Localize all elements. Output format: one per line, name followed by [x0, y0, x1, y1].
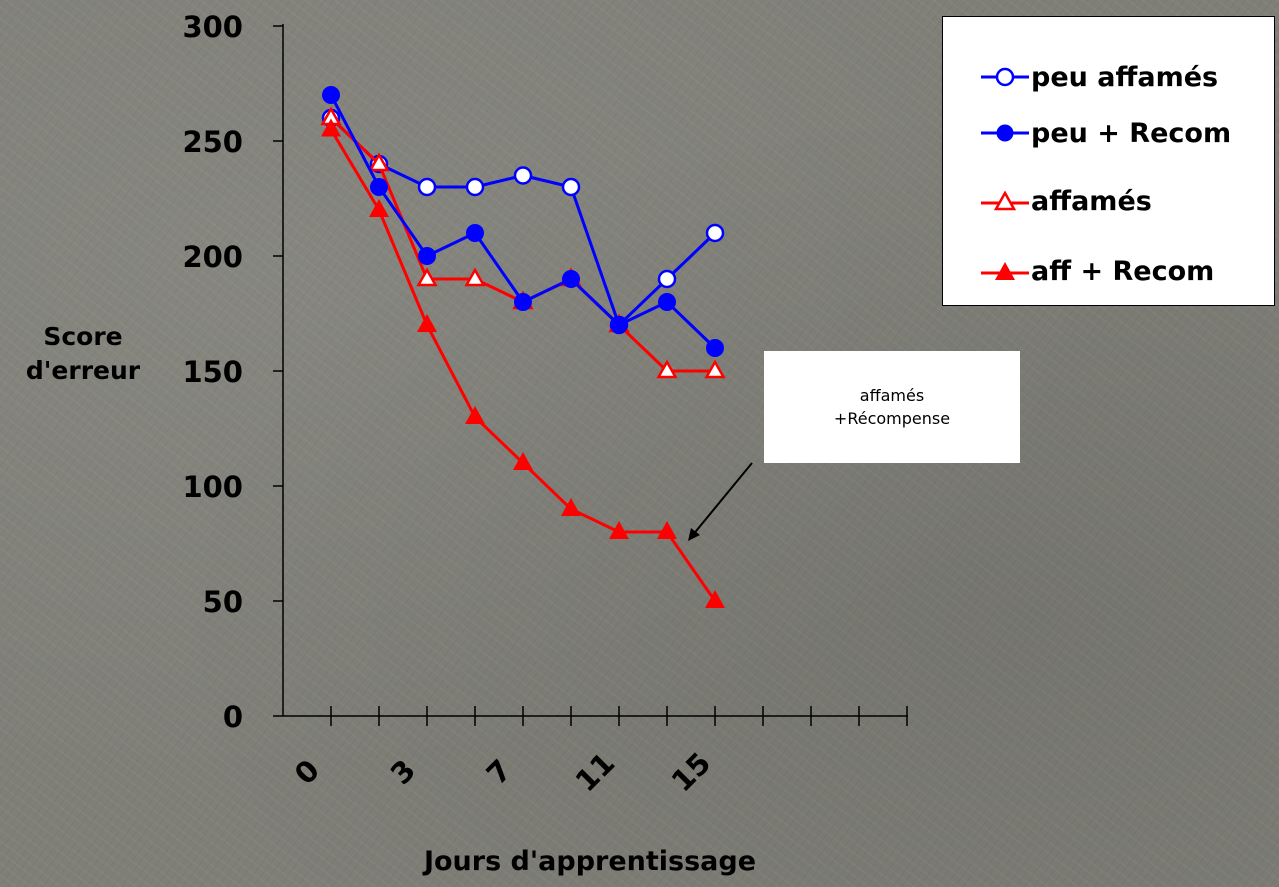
data-point [562, 270, 580, 288]
data-point [466, 224, 484, 242]
y-axis-label: Score d'erreur [25, 322, 141, 385]
x-tick-label-group: 15 [665, 746, 718, 799]
x-tick-label-group: 3 [384, 753, 422, 791]
data-point [514, 293, 532, 311]
data-point [561, 177, 581, 197]
annotation-box: affamés +Récompense [764, 351, 1020, 463]
y-tick-label: 200 [182, 240, 243, 274]
legend-item-peu-affames: peu affamés [981, 57, 1218, 97]
callout-arrow [688, 462, 753, 541]
data-point [657, 521, 677, 539]
y-tick-label: 250 [182, 125, 243, 159]
y-tick-label: 300 [182, 10, 243, 44]
data-point [416, 267, 438, 287]
annotation-line-1: affamés [859, 386, 925, 405]
data-point [561, 498, 581, 516]
x-axis-label: Jours d'apprentissage [423, 846, 757, 877]
data-point [656, 359, 678, 379]
legend-label: peu + Recom [1031, 117, 1232, 149]
series-line [329, 116, 715, 373]
x-tick-label-group: 7 [480, 753, 518, 791]
data-point [368, 152, 390, 172]
x-tick-label-group: 11 [569, 746, 622, 799]
data-point [513, 166, 533, 185]
x-tick-label: 7 [480, 753, 518, 791]
x-tick-label-group: 0 [288, 753, 326, 791]
legend-item-peu-recom: peu + Recom [981, 113, 1231, 153]
data-point [658, 293, 676, 311]
data-point [370, 178, 388, 196]
legend-label: affamés [1031, 185, 1152, 217]
data-point [657, 269, 677, 289]
data-point [322, 86, 340, 104]
chart-series [320, 86, 726, 608]
data-point [609, 521, 629, 539]
data-point [610, 316, 628, 334]
x-tick-label: 15 [665, 746, 718, 799]
data-point [705, 223, 725, 243]
y-tick-label: 0 [223, 700, 243, 734]
legend-item-aff-recom: aff + Recom [981, 251, 1214, 291]
data-point [704, 359, 726, 379]
data-point [417, 177, 437, 197]
x-tick-label: 11 [569, 746, 622, 799]
data-point [418, 247, 436, 265]
legend: peu affamés peu + Recom affamés aff + Re… [942, 16, 1275, 306]
data-point [321, 118, 341, 137]
y-tick-label: 150 [182, 355, 243, 389]
annotation-line-2: +Récompense [833, 409, 951, 428]
legend-label: aff + Recom [1031, 255, 1215, 287]
data-point [369, 199, 389, 217]
x-tick-label: 3 [384, 753, 422, 791]
data-point [417, 314, 437, 332]
data-point [513, 452, 533, 470]
legend-item-affames: affamés [981, 181, 1152, 221]
data-point [705, 590, 725, 608]
data-point [465, 177, 485, 197]
data-point [706, 339, 724, 357]
x-tick-label: 0 [288, 753, 326, 791]
data-point [465, 406, 485, 424]
data-point [464, 267, 486, 287]
y-tick-label: 50 [203, 585, 243, 619]
y-tick-label: 100 [182, 470, 243, 504]
legend-label: peu affamés [1031, 61, 1219, 93]
